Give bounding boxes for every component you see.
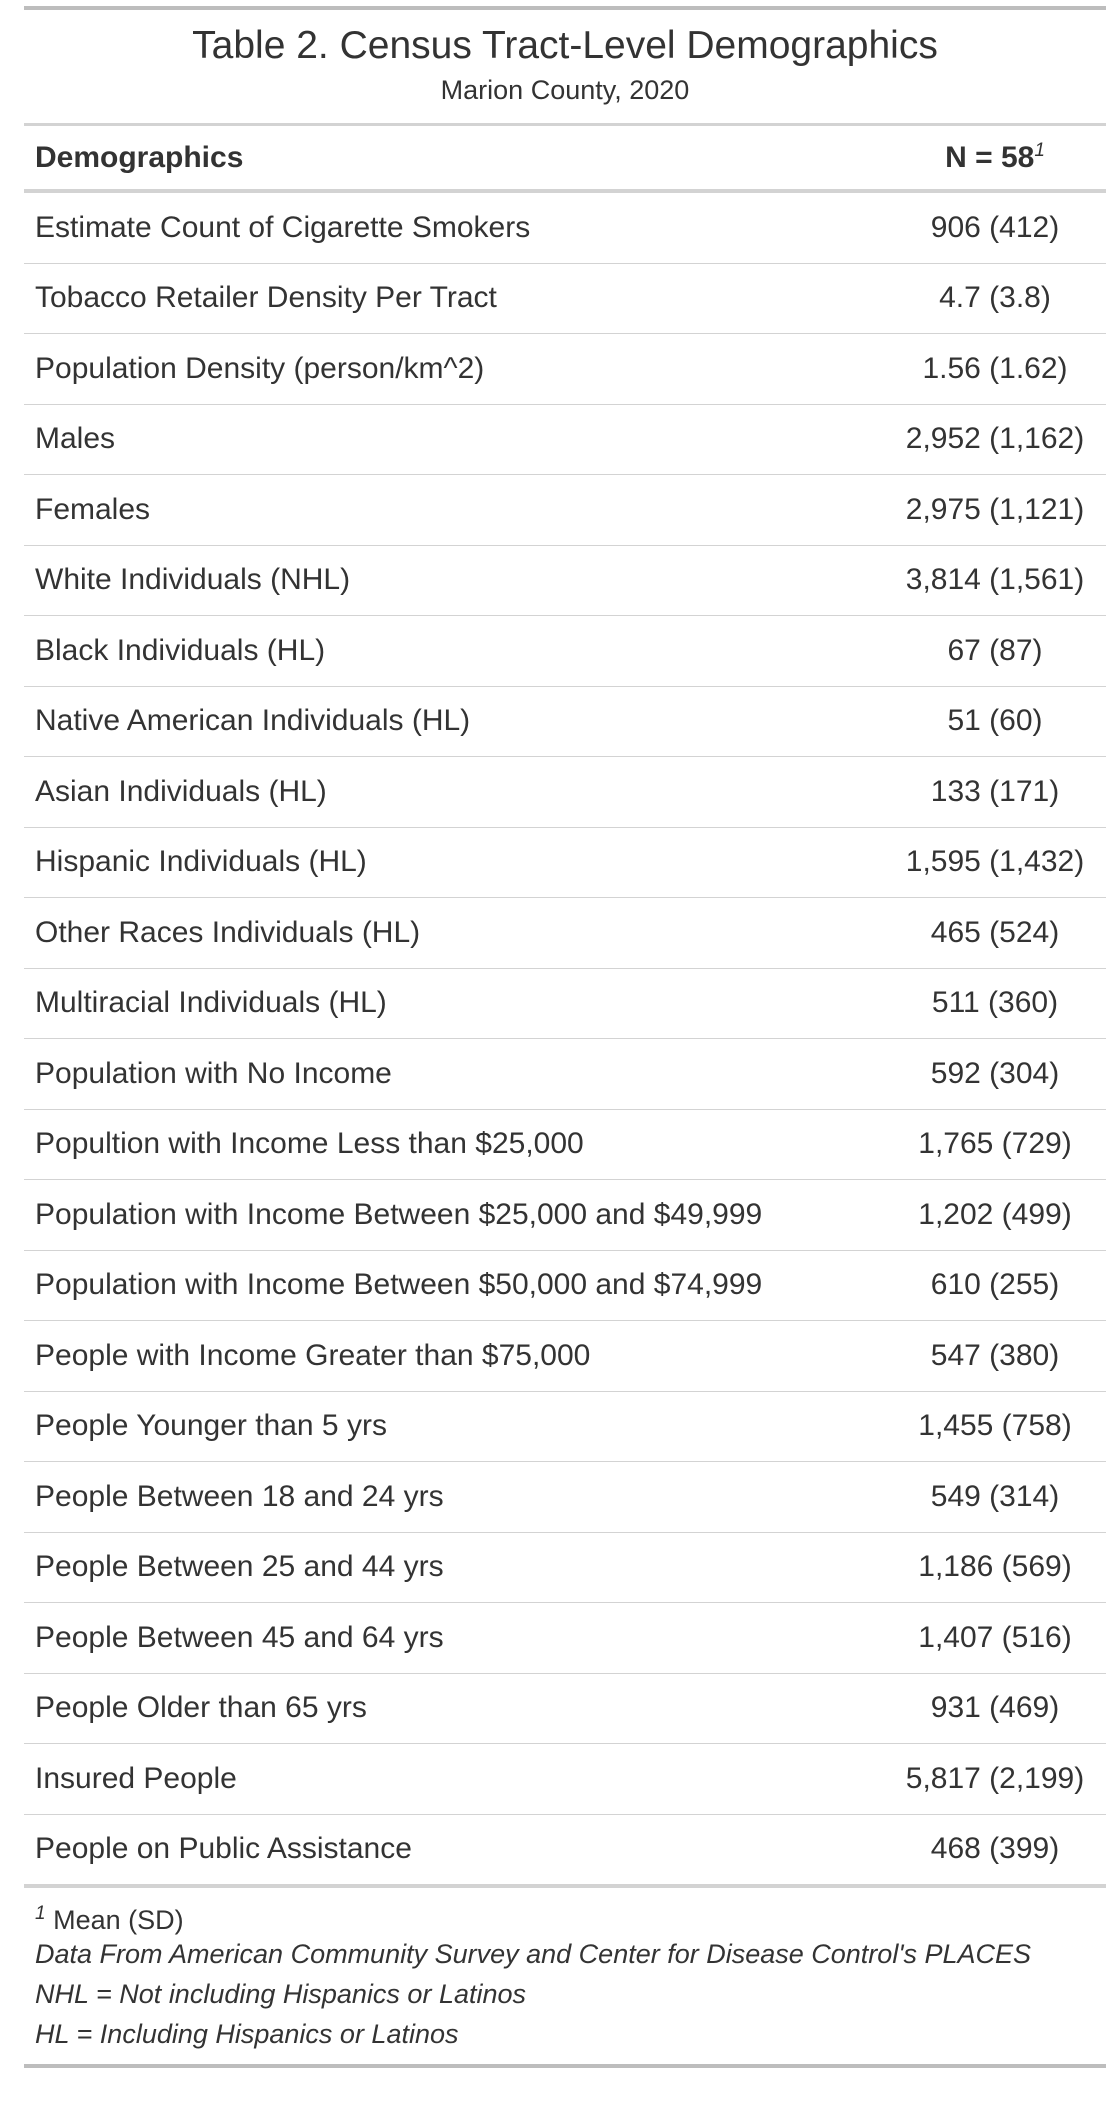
table-row: Native American Individuals (HL) 51 (60) [24,687,1106,757]
row-value: 1,407 (516) [918,1620,1072,1654]
row-value: 592 (304) [930,1056,1060,1090]
table-row: People Between 45 and 64 yrs 1,407 (516) [24,1603,1106,1674]
table-row: Population Density (person/km^2) 1.56 (1.… [24,334,1106,405]
table-row: Other Races Individuals (HL) 465 (524) [24,898,1106,969]
row-label: Population with No Income [35,1056,392,1090]
final-rule [24,2064,1106,2068]
table-row: Black Individuals (HL) 67 (87) [24,616,1106,687]
row-label: People with Income Greater than $75,000 [35,1338,591,1372]
table-row: White Individuals (NHL) 3,814 (1,561) [24,546,1106,616]
footnote-mean-sd: 1 Mean (SD) [35,1894,1106,1935]
table-body: Estimate Count of Cigarette Smokers 906 (… [24,193,1106,1885]
table-row: People on Public Assistance 468 (399) [24,1815,1106,1885]
header-n: N = 581 [884,140,1106,175]
table-row: Insured People 5,817 (2,199) [24,1744,1106,1815]
row-label: Asian Individuals (HL) [35,774,327,808]
demographics-table: Table 2. Census Tract-Level Demographics… [24,6,1106,2068]
row-value: 2,975 (1,121) [905,492,1085,526]
row-value: 549 (314) [930,1479,1060,1513]
footnote-nhl: NHL = Not including Hispanics or Latinos [35,1979,527,2009]
row-value: 67 (87) [947,633,1043,667]
table-row: People Younger than 5 yrs 1,455 (758) [24,1392,1106,1462]
row-value: 610 (255) [930,1268,1060,1302]
row-label: People Younger than 5 yrs [35,1409,387,1443]
table-row: Population with Income Between $25,000 a… [24,1180,1106,1251]
title-divider [24,123,1106,126]
table-row: Estimate Count of Cigarette Smokers 906 (… [24,193,1106,264]
table-header: Demographics N = 581 [24,126,1106,189]
table-row: Asian Individuals (HL) 133 (171) [24,757,1106,828]
table-row: Popultion with Income Less than $25,000 1… [24,1110,1106,1180]
row-value: 51 (60) [947,704,1043,738]
row-value: 547 (380) [930,1338,1060,1372]
row-value: 1,186 (569) [918,1550,1072,1584]
row-label: Popultion with Income Less than $25,000 [35,1127,584,1161]
row-value: 1,202 (499) [918,1197,1072,1231]
top-rule [24,6,1106,10]
row-label: People Older than 65 yrs [35,1691,367,1725]
row-value: 1,765 (729) [918,1127,1072,1161]
table-row: People with Income Greater than $75,000 5… [24,1321,1106,1392]
footnote-mean-sd-text: Mean (SD) [53,1905,184,1935]
row-value: 4.7 (3.8) [939,281,1051,315]
row-label: People on Public Assistance [35,1832,412,1866]
row-label: Females [35,492,151,526]
row-label: People Between 18 and 24 yrs [35,1479,444,1513]
header-n-value: N = 58 [945,141,1035,174]
table-row: People Between 18 and 24 yrs 549 (314) [24,1462,1106,1533]
row-label: Multiracial Individuals (HL) [35,986,387,1020]
table-row: Females 2,975 (1,121) [24,475,1106,546]
row-value: 1.56 (1.62) [922,351,1068,385]
row-value: 465 (524) [930,915,1060,949]
table-row: Population with Income Between $50,000 a… [24,1251,1106,1321]
row-value: 2,952 (1,162) [905,422,1085,456]
row-label: Tobacco Retailer Density Per Tract [35,281,497,315]
row-label: White Individuals (NHL) [35,563,351,597]
row-value: 3,814 (1,561) [905,563,1085,597]
table-row: Tobacco Retailer Density Per Tract 4.7 (3… [24,264,1106,334]
row-label: Population with Income Between $25,000 a… [35,1197,763,1231]
row-value: 1,595 (1,432) [905,845,1085,879]
row-value: 5,817 (2,199) [905,1761,1085,1795]
table-row: People Older than 65 yrs 931 (469) [24,1674,1106,1744]
header-n-footnote-mark: 1 [1034,140,1045,161]
row-label: Estimate Count of Cigarette Smokers [35,210,531,244]
footnote-mark: 1 [35,1903,46,1924]
header-demographics: Demographics [35,140,244,174]
row-label: Males [35,422,116,456]
row-label: Native American Individuals (HL) [35,704,471,738]
row-label: Population Density (person/km^2) [35,351,485,385]
row-label: People Between 45 and 64 yrs [35,1620,444,1654]
row-value: 931 (469) [930,1691,1060,1725]
row-label: People Between 25 and 44 yrs [35,1550,444,1584]
row-label: Other Races Individuals (HL) [35,915,421,949]
table-row: Population with No Income 592 (304) [24,1039,1106,1110]
row-label: Population with Income Between $50,000 a… [35,1268,763,1302]
row-value: 468 (399) [930,1832,1060,1866]
header-divider [24,189,1106,193]
row-value: 906 (412) [930,210,1060,244]
table-row: Hispanic Individuals (HL) 1,595 (1,432) [24,828,1106,898]
row-label: Insured People [35,1761,237,1795]
row-value: 1,455 (758) [918,1409,1072,1443]
row-value: 511 (360) [931,986,1059,1020]
body-bottom-rule [24,1885,1106,1888]
table-footnotes: 1 Mean (SD) Data From American Community… [24,1894,1106,2054]
row-label: Black Individuals (HL) [35,633,326,667]
row-label: Hispanic Individuals (HL) [35,845,367,879]
table-row: People Between 25 and 44 yrs 1,186 (569) [24,1533,1106,1603]
row-value: 133 (171) [930,774,1060,808]
footnote-source: Data From American Community Survey and … [35,1939,1032,1969]
footnote-hl: HL = Including Hispanics or Latinos [35,2019,459,2049]
table-row: Males 2,952 (1,162) [24,405,1106,475]
table-row: Multiracial Individuals (HL) 511 (360) [24,969,1106,1039]
table-title: Table 2. Census Tract-Level Demographics [192,24,938,67]
table-subtitle: Marion County, 2020 [440,75,690,105]
